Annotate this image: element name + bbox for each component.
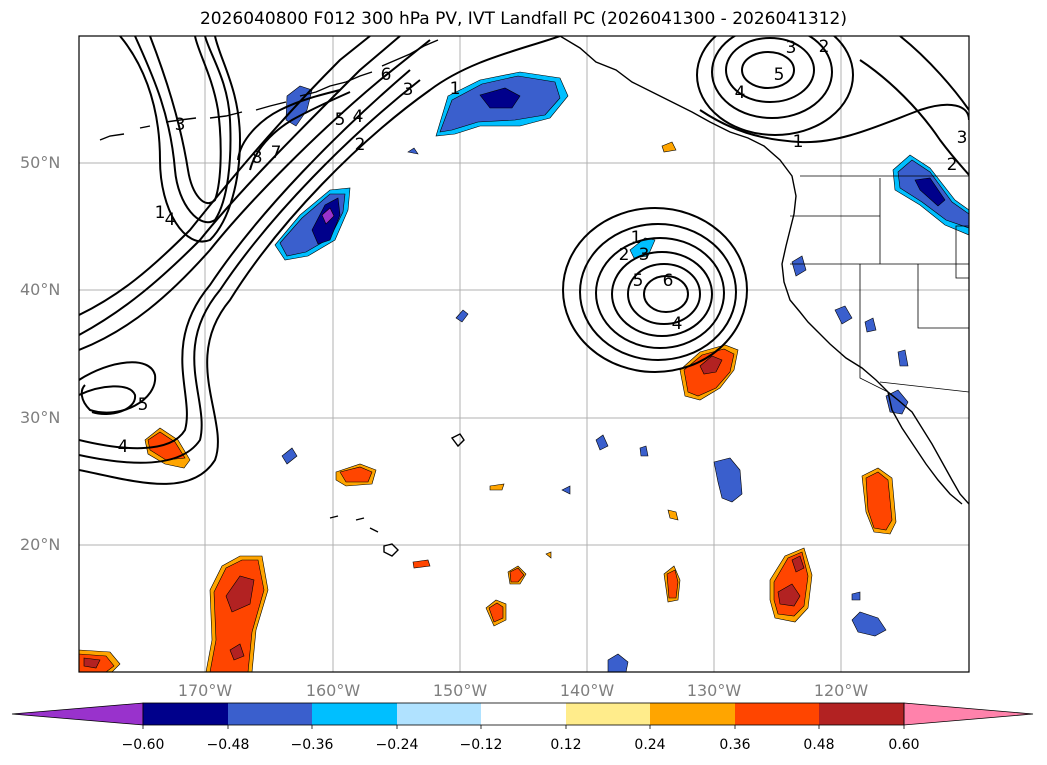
colorbar-tick-label: 0.12	[550, 737, 582, 753]
contour-label: 5	[774, 65, 785, 85]
aleutian-islands	[99, 39, 439, 141]
contour-label: 3	[639, 245, 650, 265]
colorbar-tick-label: −0.24	[375, 737, 419, 753]
contour-label: 1	[450, 79, 461, 99]
contour-label: 4	[672, 314, 683, 334]
contour-label: 3	[175, 115, 186, 135]
colorbar-tick-label: −0.60	[121, 737, 165, 753]
colorbar-tick-label: −0.48	[206, 737, 250, 753]
lon-label: 170°W	[177, 681, 233, 700]
colorbar	[11, 702, 1034, 729]
map-title: 2026040800 F012 300 hPa PV, IVT Landfall…	[199, 9, 847, 29]
contour-label: 1	[793, 132, 804, 152]
colorbar-segment	[228, 703, 312, 725]
contour-label: 6	[663, 271, 674, 291]
colorbar-segment	[312, 703, 397, 725]
contour-label: 5	[138, 395, 149, 415]
contour-label: 4	[118, 437, 129, 457]
lat-label: 30°N	[20, 408, 61, 427]
contour-label: 2	[947, 155, 958, 175]
contour-label: 1	[631, 228, 642, 248]
contour-label: 5	[335, 110, 346, 130]
hawaii-islands	[329, 515, 399, 557]
contour-label: 3	[957, 128, 968, 148]
baja-peninsula	[887, 391, 963, 505]
lon-label: 120°W	[813, 681, 869, 700]
contour-label: 6	[381, 65, 392, 85]
colorbar-tick-label: 0.60	[888, 737, 920, 753]
contour-label: 5	[633, 271, 644, 291]
colorbar-extend-high	[903, 702, 1034, 726]
colorbar-segment	[481, 703, 566, 725]
contour-label: 2	[355, 135, 366, 155]
colorbar-segment	[143, 703, 228, 725]
us-mexico-border	[879, 381, 969, 393]
colorbar-outline	[142, 702, 905, 726]
lat-label: 20°N	[20, 535, 61, 554]
negative-ivt-regions	[274, 71, 969, 672]
lat-label: 50°N	[20, 153, 61, 172]
lon-label: 150°W	[432, 681, 488, 700]
contour-label: 7	[271, 143, 282, 163]
colorbar-tick-label: −0.36	[290, 737, 334, 753]
contour-labels: 1 2 3 4 5 6 7 8 1 3 1 2 3 4 5 6 4 5 4 3 …	[118, 37, 968, 457]
pv-contours	[79, 36, 969, 485]
colorbar-tick-label: 0.24	[634, 737, 666, 753]
colorbar-extend-low	[11, 702, 144, 726]
lon-label: 130°W	[686, 681, 742, 700]
lat-label: 40°N	[20, 280, 61, 299]
colorbar-tick-label: 0.36	[719, 737, 751, 753]
contour-label: 1	[155, 203, 166, 223]
colorbar-tick-label: −0.12	[459, 737, 503, 753]
positive-ivt-regions	[79, 141, 897, 672]
colorbar-segment	[819, 703, 904, 725]
map-plot-area: 1 2 3 4 5 6 7 8 1 3 1 2 3 4 5 6 4 5 4 3 …	[79, 36, 969, 672]
contour-label: 2	[819, 37, 830, 57]
contour-label: 8	[252, 148, 263, 168]
lon-label: 160°W	[305, 681, 361, 700]
contour-label: 3	[403, 80, 414, 100]
colorbar-segment	[650, 703, 735, 725]
north-america-coast	[559, 36, 969, 505]
state-borders	[790, 178, 969, 393]
colorbar-segment	[566, 703, 650, 725]
colorbar-tick-label: 0.48	[803, 737, 835, 753]
contour-label: 4	[165, 210, 176, 230]
contour-label: 2	[619, 245, 630, 265]
colorbar-segment	[397, 703, 481, 725]
coastlines	[99, 36, 969, 557]
political-borders	[790, 175, 969, 393]
map-frame	[78, 35, 970, 673]
contour-label: 4	[735, 83, 746, 103]
contour-label: 3	[786, 38, 797, 58]
lon-label: 140°W	[559, 681, 615, 700]
contour-label: 4	[353, 107, 364, 127]
colorbar-segment	[735, 703, 819, 725]
